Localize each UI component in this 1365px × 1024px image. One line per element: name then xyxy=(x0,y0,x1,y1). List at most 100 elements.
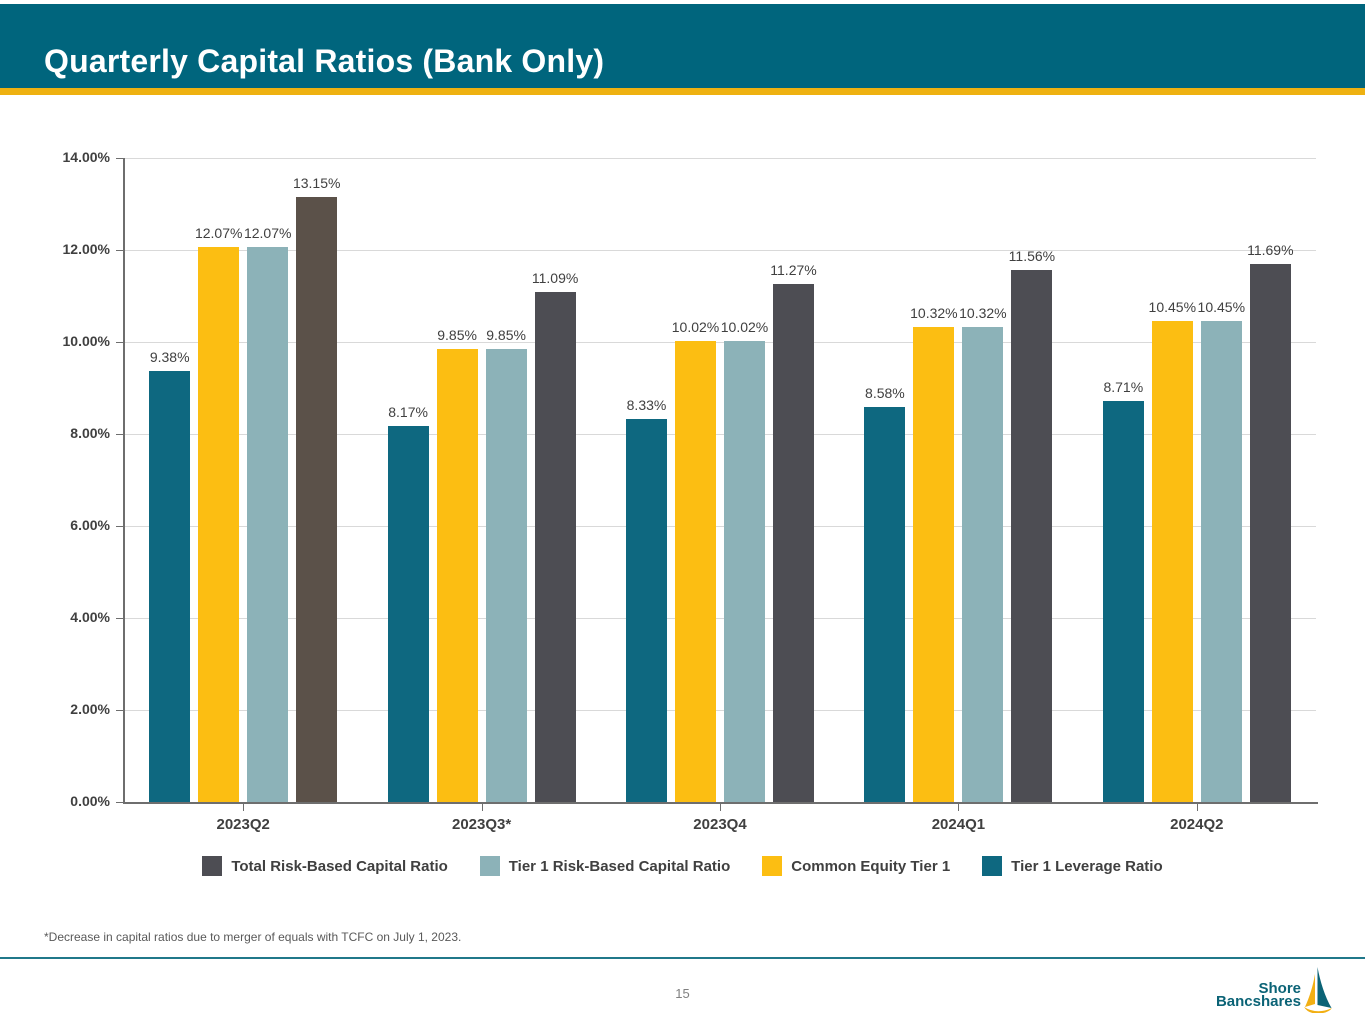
bar xyxy=(1200,321,1242,802)
x-axis-category-label: 2023Q3* xyxy=(451,816,512,833)
y-axis-tick-label: 14.00% xyxy=(62,149,110,165)
x-axis-tick xyxy=(958,804,960,811)
gridline xyxy=(124,342,1316,343)
bar-value-label: 8.71% xyxy=(1103,379,1144,396)
bar-value-label: 9.85% xyxy=(486,326,526,343)
bar xyxy=(626,418,667,802)
bar-value-label: 11.27% xyxy=(770,261,817,278)
bar-value-label: 10.02% xyxy=(671,319,720,336)
legend-item: Common Equity Tier 1 xyxy=(762,856,950,876)
y-axis-line xyxy=(123,158,125,802)
bar xyxy=(485,348,527,802)
bar xyxy=(198,246,240,802)
header-accent-bar xyxy=(0,88,1365,95)
bar-value-label: 8.58% xyxy=(865,385,905,402)
x-axis-category-label: 2023Q2 xyxy=(216,816,270,833)
bar xyxy=(962,327,1004,802)
logo-line1: Shore xyxy=(1258,980,1301,997)
bar xyxy=(675,341,716,802)
legend-label: Tier 1 Risk-Based Capital Ratio xyxy=(508,857,731,875)
y-axis-tick-label: 0.00% xyxy=(70,793,110,809)
x-axis-tick xyxy=(720,804,721,811)
footer-divider xyxy=(0,957,1365,959)
bar-value-label: 8.17% xyxy=(388,404,428,421)
y-axis-tick-label: 2.00% xyxy=(70,701,110,717)
gridline xyxy=(124,710,1316,711)
bar xyxy=(1249,264,1291,802)
x-axis-tick xyxy=(1196,804,1198,811)
legend-swatch xyxy=(762,856,783,876)
legend-swatch xyxy=(202,856,223,876)
bar xyxy=(864,407,906,802)
y-axis-tick xyxy=(116,342,124,343)
y-axis-tick xyxy=(116,618,124,619)
gridline xyxy=(124,250,1316,251)
legend-swatch xyxy=(479,856,500,876)
bar xyxy=(724,341,765,802)
page-title: Quarterly Capital Ratios (Bank Only) xyxy=(44,43,605,79)
y-axis-tick-label: 6.00% xyxy=(70,517,110,533)
bar xyxy=(534,291,576,802)
header-band: Quarterly Capital Ratios (Bank Only) xyxy=(0,4,1365,88)
bar-value-label: 9.85% xyxy=(437,326,477,343)
bar xyxy=(1102,401,1144,802)
x-axis-category-label: 2023Q4 xyxy=(693,816,747,833)
bar-value-label: 10.02% xyxy=(720,319,769,336)
bar-value-label: 13.15% xyxy=(292,175,341,192)
legend-label: Common Equity Tier 1 xyxy=(791,857,951,875)
legend-label: Tier 1 Leverage Ratio xyxy=(1011,857,1163,875)
legend-item: Total Risk-Based Capital Ratio xyxy=(202,856,448,876)
logo-text: Shore Bancshares xyxy=(1215,972,1301,1010)
bar-value-label: 12.07% xyxy=(194,224,243,241)
x-axis-category-label: 2024Q2 xyxy=(1170,816,1224,833)
y-axis-tick xyxy=(116,526,124,527)
footnote: *Decrease in capital ratios due to merge… xyxy=(44,930,462,944)
gridline xyxy=(124,526,1316,527)
y-axis-tick xyxy=(116,434,124,435)
bar xyxy=(913,327,955,802)
chart-legend: Total Risk-Based Capital Ratio Tier 1 Ris… xyxy=(0,856,1365,876)
logo-line2: Bancshares xyxy=(1215,993,1301,1010)
bar-value-label: 10.45% xyxy=(1197,299,1246,316)
legend-swatch xyxy=(982,856,1003,876)
bar-value-label: 11.56% xyxy=(1008,248,1056,265)
legend-item: Tier 1 Risk-Based Capital Ratio xyxy=(479,856,731,876)
bar xyxy=(296,197,338,802)
bar xyxy=(1151,321,1193,802)
bar xyxy=(773,283,814,802)
bar-value-label: 8.33% xyxy=(626,396,667,413)
bar-value-label: 12.07% xyxy=(243,224,292,241)
bar xyxy=(436,348,478,802)
bar-value-label: 10.45% xyxy=(1148,299,1197,316)
bar-value-label: 10.32% xyxy=(959,305,1007,322)
bar xyxy=(247,246,289,802)
bar-value-label: 10.32% xyxy=(910,305,958,322)
bar xyxy=(1011,270,1053,802)
gridline xyxy=(124,618,1316,619)
y-axis-tick-label: 10.00% xyxy=(62,333,110,349)
legend-label: Total Risk-Based Capital Ratio xyxy=(231,857,448,875)
y-axis-tick xyxy=(116,802,124,803)
sailboat-icon xyxy=(1304,967,1332,1013)
y-axis-tick xyxy=(116,250,124,251)
shore-bancshares-logo: Shore Bancshares xyxy=(1216,967,1333,1013)
gridline xyxy=(124,158,1316,159)
legend-item: Tier 1 Leverage Ratio xyxy=(982,856,1163,876)
page-number: 15 xyxy=(675,986,690,1001)
bar xyxy=(387,426,429,802)
bar xyxy=(149,370,191,802)
y-axis-tick-label: 8.00% xyxy=(70,425,110,441)
gridline xyxy=(124,434,1316,435)
bar-value-label: 9.38% xyxy=(149,348,190,365)
bar-value-label: 11.69% xyxy=(1247,242,1294,259)
y-axis-tick xyxy=(116,158,124,159)
y-axis-tick-label: 4.00% xyxy=(70,609,110,625)
x-axis-tick xyxy=(243,804,245,811)
x-axis-tick xyxy=(481,804,483,811)
x-axis-line xyxy=(123,802,1318,804)
y-axis-tick xyxy=(116,710,124,711)
bar-value-label: 11.09% xyxy=(531,269,579,286)
x-axis-category-label: 2024Q1 xyxy=(931,816,986,833)
